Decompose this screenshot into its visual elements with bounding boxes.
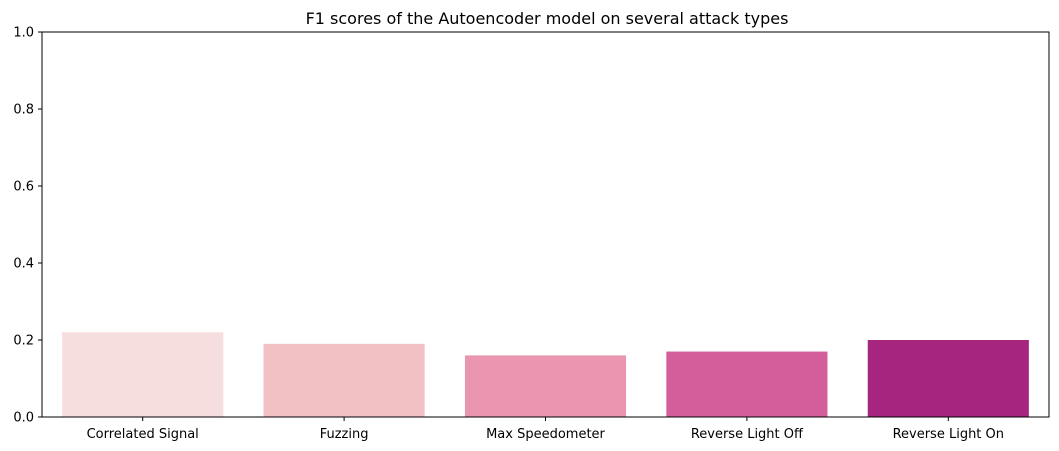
y-tick-label: 0.4 (13, 257, 34, 272)
y-tick-label: 0.2 (13, 334, 34, 349)
bars (62, 332, 1029, 417)
x-tick-label: Max Speedometer (486, 427, 605, 442)
bar-max-speedometer (464, 355, 627, 417)
x-tick-label: Correlated Signal (87, 427, 199, 442)
x-axis: Correlated Signal Fuzzing Max Speedometer R… (87, 417, 1004, 442)
x-tick-label: Reverse Light Off (691, 427, 804, 442)
bar-reverse-light-off (666, 351, 828, 417)
y-tick-label: 0.8 (13, 103, 34, 118)
bar-fuzzing (263, 343, 425, 417)
y-tick-label: 0.6 (13, 180, 34, 195)
y-axis: 0.0 0.2 0.4 0.6 0.8 1.0 (13, 26, 42, 426)
y-tick-label: 0.0 (13, 411, 34, 426)
bar-correlated-signal (62, 332, 224, 417)
x-tick-label: Reverse Light On (893, 427, 1004, 442)
plot-frame (41, 31, 1050, 418)
bar-reverse-light-on (867, 340, 1029, 417)
x-tick-label: Fuzzing (320, 427, 369, 442)
chart-title: F1 scores of the Autoencoder model on se… (306, 9, 789, 28)
y-tick-label: 1.0 (13, 26, 34, 41)
